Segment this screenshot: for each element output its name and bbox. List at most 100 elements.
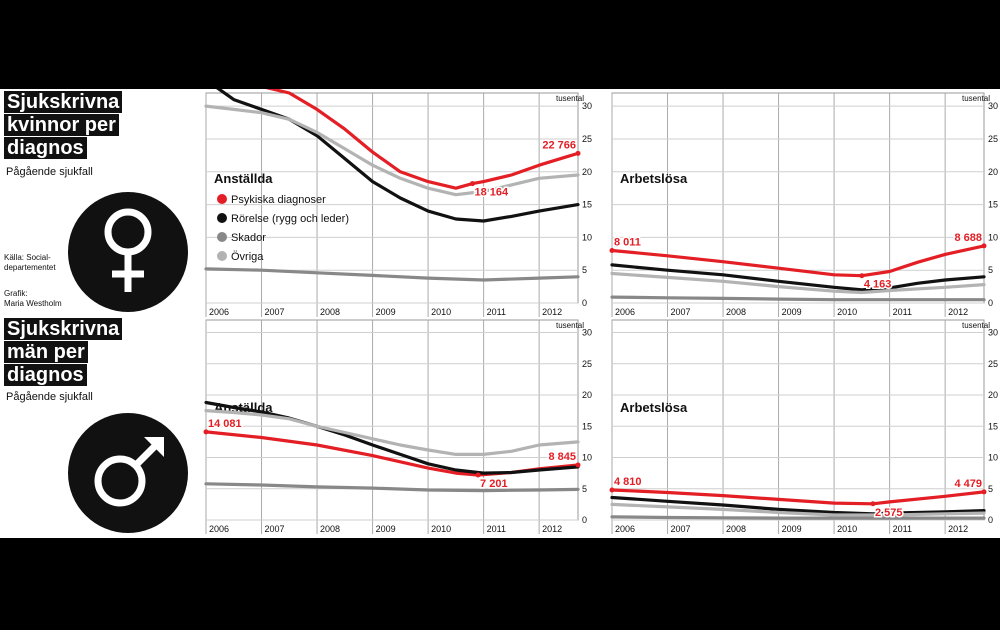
y-tick-label: 10	[582, 453, 592, 463]
y-tick-label: 20	[988, 167, 998, 177]
annotation-halo: 22 766	[542, 139, 576, 151]
y-tick-label: 30	[582, 328, 592, 338]
x-tick-label: 2006	[615, 524, 635, 534]
x-tick-label: 2011	[893, 524, 912, 534]
series-line	[216, 89, 580, 223]
legend-marker	[217, 194, 227, 204]
title-line: Sjukskrivna	[4, 91, 123, 113]
annotation-label: 7 201	[480, 478, 508, 490]
graphic-credit: Grafik: Maria Westholm	[4, 289, 62, 309]
x-tick-label: 2008	[320, 307, 340, 317]
y-tick-label: 15	[582, 421, 592, 431]
y-tick-label: 20	[988, 390, 998, 400]
annotation-label: 8 011	[614, 237, 641, 249]
series-line	[204, 267, 580, 282]
series-line	[610, 502, 986, 517]
title-line: diagnos	[4, 137, 87, 159]
female-icon	[68, 192, 188, 312]
section-subtitle: Pågående sjukfall	[6, 391, 93, 403]
x-tick-label: 2007	[671, 307, 691, 317]
x-tick-label: 2010	[431, 307, 451, 317]
y-tick-label: 25	[582, 134, 592, 144]
legend-marker	[217, 232, 227, 242]
x-tick-label: 2012	[948, 524, 968, 534]
source-label-2: departementet	[4, 263, 56, 272]
annotation-point	[475, 472, 481, 478]
annotation-label: 18 164	[475, 187, 510, 199]
annotation-point	[575, 462, 581, 468]
legend-entry: Rörelse (rygg och leder)	[231, 213, 349, 225]
annotation-point	[859, 273, 865, 279]
chart-title: Arbetslösa	[620, 171, 688, 186]
y-tick-label: 30	[988, 328, 998, 338]
x-tick-label: 2009	[376, 524, 396, 534]
annotation-halo: 18 164	[475, 187, 510, 199]
male-icon	[68, 413, 188, 533]
series-line	[610, 488, 986, 506]
x-tick-label: 2007	[671, 524, 691, 534]
x-tick-label: 2012	[542, 524, 562, 534]
annotation-point	[609, 248, 615, 253]
unit-label: tusental	[556, 94, 584, 103]
legend-entry: Psykiska diagnoser	[231, 194, 326, 206]
y-tick-label: 10	[582, 232, 592, 242]
annotation-point	[609, 487, 615, 493]
series-line	[610, 295, 986, 302]
y-tick-label: 25	[988, 359, 998, 369]
section-title: Sjukskrivna kvinnor per diagnos	[4, 91, 123, 160]
series-line	[204, 482, 580, 493]
source-note: Källa: Social- departementet	[4, 253, 56, 273]
plot-frame	[205, 92, 579, 304]
x-tick-label: 2012	[542, 307, 562, 317]
x-tick-label: 2007	[265, 524, 285, 534]
title-line: Sjukskrivna	[4, 318, 123, 340]
y-tick-label: 15	[988, 200, 998, 210]
unit-label: tusental	[962, 94, 990, 103]
source-label: Källa: Social-	[4, 253, 51, 262]
legend-entry: Övriga	[231, 251, 264, 263]
annotation-halo: 4 810	[614, 476, 642, 488]
annotation-halo: 8 688	[954, 232, 982, 244]
y-tick-label: 0	[988, 298, 993, 308]
series-line	[204, 409, 580, 456]
graphic-name: Maria Westholm	[4, 299, 62, 308]
charts-layer: 2006 2007 2008 2009 2010 2011 2012051015202530…	[203, 89, 998, 534]
chart-panel: 2006 2007 2008 2009 2010 2011 2012 0 5 10 15 20 25 30…	[203, 319, 592, 534]
y-tick-label: 10	[988, 453, 998, 463]
annotation-label: 4 163	[864, 279, 892, 291]
x-tick-label: 2006	[209, 524, 229, 534]
annotation-halo: 8 011	[614, 237, 641, 249]
annotation-label: 4 810	[614, 476, 642, 488]
legend-entry: Skador	[231, 232, 266, 244]
chart-title: Anställda	[214, 171, 273, 186]
infographic: Sjukskrivna kvinnor per diagnos Pågående…	[0, 89, 1000, 538]
x-tick-label: 2009	[376, 307, 396, 317]
annotation-label: 22 766	[542, 139, 576, 151]
y-tick-label: 30	[988, 101, 998, 111]
series-line	[610, 495, 986, 516]
series-line	[610, 244, 986, 278]
x-tick-label: 2011	[893, 307, 912, 317]
series-line	[204, 104, 580, 197]
legend-marker	[217, 213, 227, 223]
annotation-halo: 2 575	[875, 507, 903, 519]
title-line: diagnos	[4, 364, 87, 386]
section-women: Sjukskrivna kvinnor per diagnos Pågående…	[0, 89, 205, 314]
annotation-point	[470, 181, 476, 187]
series-line	[204, 400, 580, 475]
y-tick-label: 5	[582, 265, 587, 275]
section-title: Sjukskrivna män per diagnos	[4, 318, 123, 387]
x-tick-label: 2011	[487, 524, 506, 534]
annotation-label: 4 479	[954, 478, 982, 490]
chart-title: Arbetslösa	[620, 400, 688, 415]
x-tick-label: 2009	[782, 524, 802, 534]
chart-panel: 2006 2007 2008 2009 2010 2011 2012 0 5 10 15 20 25 30…	[609, 319, 998, 534]
annotation-halo: 4 163	[864, 279, 892, 291]
x-tick-label: 2010	[837, 307, 857, 317]
annotation-halo: 7 201	[480, 478, 508, 490]
section-subtitle: Pågående sjukfall	[6, 166, 93, 178]
y-tick-label: 15	[988, 421, 998, 431]
y-tick-label: 5	[988, 484, 993, 494]
plot-frame	[611, 319, 985, 521]
title-line: kvinnor per	[4, 114, 119, 136]
